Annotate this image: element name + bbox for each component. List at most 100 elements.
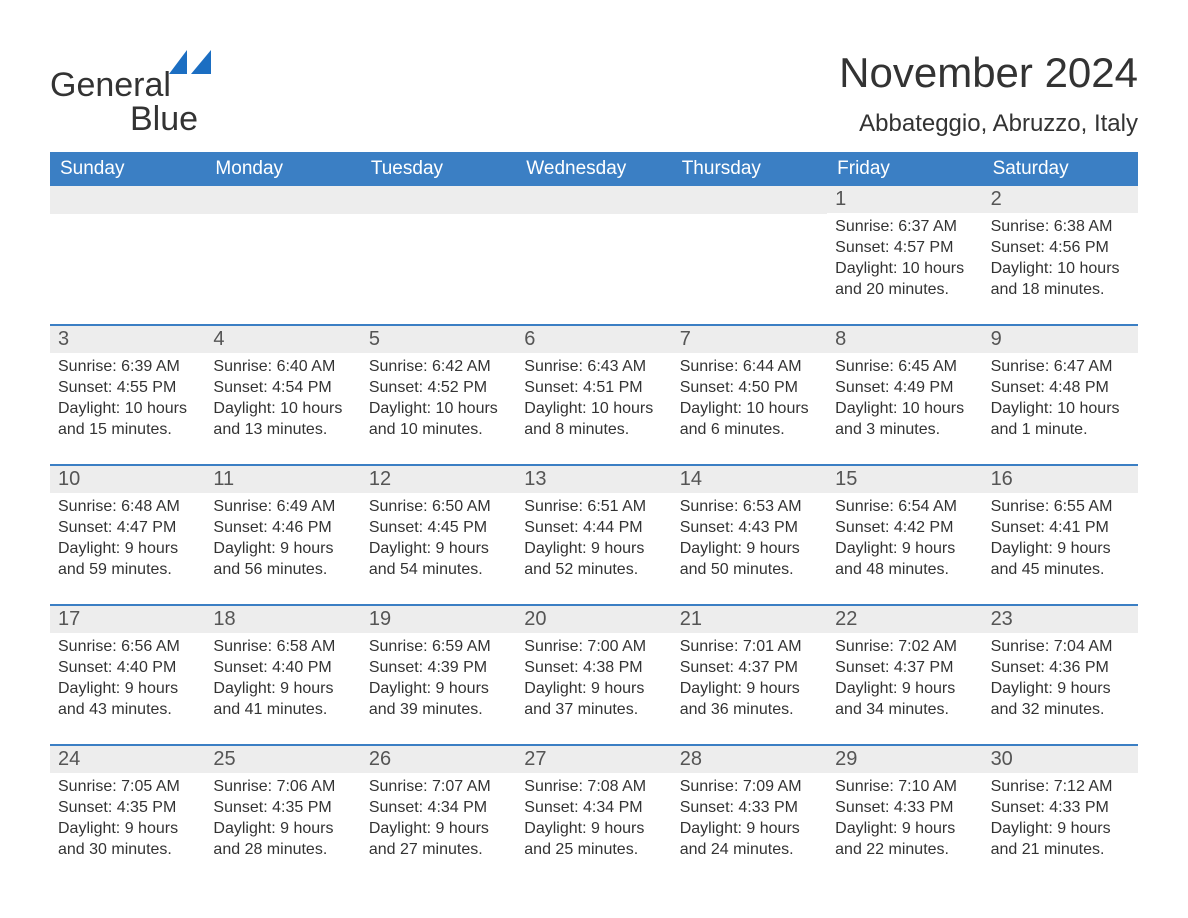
calendar-day-cell: 19Sunrise: 6:59 AMSunset: 4:39 PMDayligh…: [361, 606, 516, 736]
day-sunset: Sunset: 4:43 PM: [680, 518, 819, 539]
day-daylight2: and 10 minutes.: [369, 420, 508, 441]
calendar-day-cell: 12Sunrise: 6:50 AMSunset: 4:45 PMDayligh…: [361, 466, 516, 596]
logo-text-wrap: General Blue: [50, 50, 211, 136]
day-daylight1: Daylight: 9 hours: [991, 819, 1130, 840]
day-daylight2: and 18 minutes.: [991, 280, 1130, 301]
day-sunset: Sunset: 4:35 PM: [58, 798, 197, 819]
day-details: Sunrise: 6:44 AMSunset: 4:50 PMDaylight:…: [672, 353, 827, 448]
calendar-day-cell: 18Sunrise: 6:58 AMSunset: 4:40 PMDayligh…: [205, 606, 360, 736]
day-details: Sunrise: 7:12 AMSunset: 4:33 PMDaylight:…: [983, 773, 1138, 868]
day-sunrise: Sunrise: 7:09 AM: [680, 777, 819, 798]
day-details: Sunrise: 7:05 AMSunset: 4:35 PMDaylight:…: [50, 773, 205, 868]
day-number-wrap: 14: [672, 466, 827, 493]
day-details: Sunrise: 6:56 AMSunset: 4:40 PMDaylight:…: [50, 633, 205, 728]
day-number-wrap: 7: [672, 326, 827, 353]
day-daylight2: and 24 minutes.: [680, 840, 819, 861]
day-number-wrap: 2: [983, 186, 1138, 213]
day-sunrise: Sunrise: 6:47 AM: [991, 357, 1130, 378]
day-sunset: Sunset: 4:52 PM: [369, 378, 508, 399]
day-number-wrap: 22: [827, 606, 982, 633]
day-details: Sunrise: 7:07 AMSunset: 4:34 PMDaylight:…: [361, 773, 516, 868]
day-daylight1: Daylight: 9 hours: [213, 819, 352, 840]
day-sunrise: Sunrise: 7:05 AM: [58, 777, 197, 798]
day-daylight1: Daylight: 9 hours: [213, 679, 352, 700]
day-sunrise: Sunrise: 6:54 AM: [835, 497, 974, 518]
weekday-header-row: SundayMondayTuesdayWednesdayThursdayFrid…: [50, 152, 1138, 186]
calendar-day-cell: 26 Sunrise: 7:07 AMSunset: 4:34 PMDayligh…: [361, 746, 516, 876]
day-details: Sunrise: 7:02 AMSunset: 4:37 PMDaylight:…: [827, 633, 982, 728]
day-number-wrap: 26: [361, 746, 516, 773]
day-sunrise: Sunrise: 6:37 AM: [835, 217, 974, 238]
day-daylight1: Daylight: 9 hours: [680, 679, 819, 700]
day-sunset: Sunset: 4:34 PM: [524, 798, 663, 819]
day-number-wrap: 11: [205, 466, 360, 493]
day-daylight1: Daylight: 9 hours: [524, 539, 663, 560]
day-number: 6: [524, 328, 535, 350]
day-sunset: Sunset: 4:34 PM: [369, 798, 508, 819]
day-number-wrap: 1: [827, 186, 982, 213]
day-number: 20: [524, 608, 546, 630]
day-daylight2: and 15 minutes.: [58, 420, 197, 441]
day-details: Sunrise: 6:53 AMSunset: 4:43 PMDaylight:…: [672, 493, 827, 588]
day-number: 8: [835, 328, 846, 350]
day-daylight1: Daylight: 9 hours: [369, 819, 508, 840]
day-number: 17: [58, 608, 80, 630]
day-details: Sunrise: 7:10 AMSunset: 4:33 PMDaylight:…: [827, 773, 982, 868]
calendar-day-cell: 20Sunrise: 7:00 AMSunset: 4:38 PMDayligh…: [516, 606, 671, 736]
day-sunrise: Sunrise: 6:48 AM: [58, 497, 197, 518]
day-sunset: Sunset: 4:39 PM: [369, 658, 508, 679]
day-details: Sunrise: 6:54 AMSunset: 4:42 PMDaylight:…: [827, 493, 982, 588]
day-daylight2: and 56 minutes.: [213, 560, 352, 581]
calendar-day-cell: 1Sunrise: 6:37 AMSunset: 4:57 PMDaylight…: [827, 186, 982, 316]
sail-icon: [169, 50, 211, 74]
day-number: 24: [58, 748, 80, 770]
day-sunset: Sunset: 4:37 PM: [680, 658, 819, 679]
weekday-header-cell: Monday: [205, 152, 360, 186]
day-daylight1: Daylight: 9 hours: [991, 679, 1130, 700]
day-daylight2: and 34 minutes.: [835, 700, 974, 721]
day-daylight1: Daylight: 9 hours: [58, 539, 197, 560]
calendar-day-cell: 9Sunrise: 6:47 AMSunset: 4:48 PMDaylight…: [983, 326, 1138, 456]
day-number: 26: [369, 748, 391, 770]
calendar-day-empty: [516, 186, 671, 316]
day-daylight1: Daylight: 9 hours: [58, 819, 197, 840]
weekday-header-cell: Wednesday: [516, 152, 671, 186]
day-sunset: Sunset: 4:54 PM: [213, 378, 352, 399]
calendar-week-row: 24Sunrise: 7:05 AMSunset: 4:35 PMDayligh…: [50, 744, 1138, 876]
day-details: Sunrise: 6:39 AMSunset: 4:55 PMDaylight:…: [50, 353, 205, 448]
day-daylight1: Daylight: 10 hours: [524, 399, 663, 420]
day-sunrise: Sunrise: 6:44 AM: [680, 357, 819, 378]
day-daylight2: and 3 minutes.: [835, 420, 974, 441]
calendar-day-cell: 17 Sunrise: 6:56 AMSunset: 4:40 PMDayligh…: [50, 606, 205, 736]
calendar-day-cell: 29Sunrise: 7:10 AMSunset: 4:33 PMDayligh…: [827, 746, 982, 876]
day-daylight2: and 37 minutes.: [524, 700, 663, 721]
day-daylight1: Daylight: 9 hours: [991, 539, 1130, 560]
day-daylight2: and 13 minutes.: [213, 420, 352, 441]
logo-text-general: General: [50, 66, 171, 104]
day-sunrise: Sunrise: 7:08 AM: [524, 777, 663, 798]
day-sunrise: Sunrise: 7:10 AM: [835, 777, 974, 798]
day-daylight1: Daylight: 9 hours: [213, 539, 352, 560]
day-sunset: Sunset: 4:40 PM: [58, 658, 197, 679]
day-daylight1: Daylight: 9 hours: [369, 679, 508, 700]
day-sunset: Sunset: 4:33 PM: [680, 798, 819, 819]
day-sunset: Sunset: 4:37 PM: [835, 658, 974, 679]
day-daylight1: Daylight: 9 hours: [835, 819, 974, 840]
day-number: 27: [524, 748, 546, 770]
day-details: Sunrise: 6:37 AMSunset: 4:57 PMDaylight:…: [827, 213, 982, 308]
day-daylight2: and 52 minutes.: [524, 560, 663, 581]
day-number: 16: [991, 468, 1013, 490]
day-number-wrap: 9: [983, 326, 1138, 353]
day-sunset: Sunset: 4:46 PM: [213, 518, 352, 539]
day-daylight2: and 59 minutes.: [58, 560, 197, 581]
calendar-day-cell: 22Sunrise: 7:02 AMSunset: 4:37 PMDayligh…: [827, 606, 982, 736]
calendar-day-cell: 7Sunrise: 6:44 AMSunset: 4:50 PMDaylight…: [672, 326, 827, 456]
day-details: Sunrise: 6:59 AMSunset: 4:39 PMDaylight:…: [361, 633, 516, 728]
calendar-day-empty: [672, 186, 827, 316]
day-number: 11: [213, 468, 234, 490]
day-details: Sunrise: 6:47 AMSunset: 4:48 PMDaylight:…: [983, 353, 1138, 448]
day-daylight2: and 21 minutes.: [991, 840, 1130, 861]
day-sunrise: Sunrise: 6:45 AM: [835, 357, 974, 378]
weekday-header-cell: Sunday: [50, 152, 205, 186]
calendar-day-cell: 2Sunrise: 6:38 AMSunset: 4:56 PMDaylight…: [983, 186, 1138, 316]
